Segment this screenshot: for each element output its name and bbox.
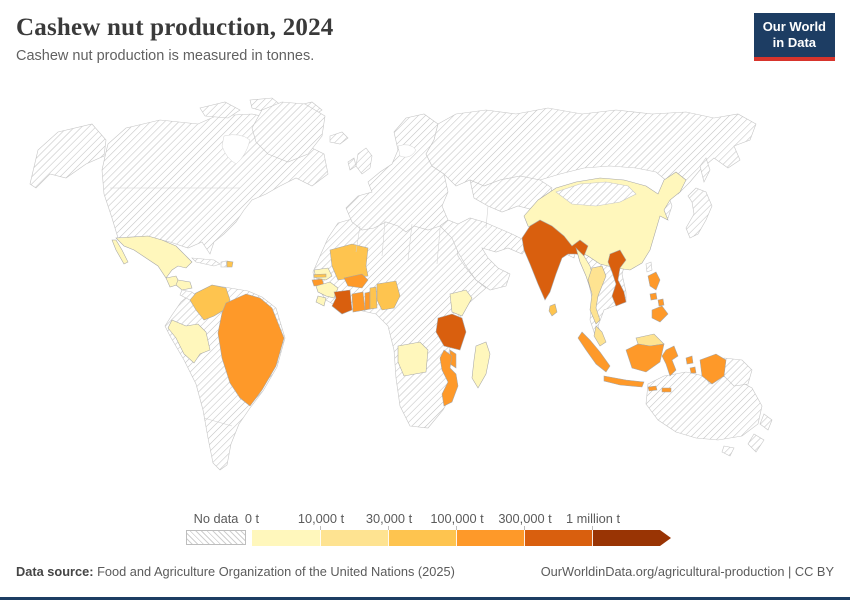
owid-logo[interactable]: Our World in Data: [753, 13, 835, 61]
region-alaska[interactable]: [29, 123, 107, 189]
legend-tick-label: 300,000 t: [498, 511, 552, 526]
chart-footer: Data source: Food and Agriculture Organi…: [16, 564, 834, 579]
legend-bin-1[interactable]: 10,000 t: [298, 511, 388, 546]
country-mozambique[interactable]: [439, 349, 459, 407]
legend-color-bar: 0 t 10,000 t 30,000 t 100,000 t 300,000 …: [245, 511, 671, 546]
country-sri-lanka[interactable]: [548, 303, 558, 317]
country-brazil[interactable]: [217, 293, 285, 407]
hudson-bay: [221, 134, 251, 165]
region-mongolia[interactable]: [555, 181, 637, 207]
country-kenya[interactable]: [449, 289, 473, 317]
legend-bin-4[interactable]: 300,000 t: [498, 511, 592, 546]
page-title: Cashew nut production, 2024: [16, 14, 334, 41]
region-new-zealand[interactable]: [747, 413, 773, 453]
country-burkina-faso[interactable]: [343, 273, 369, 289]
country-nigeria[interactable]: [376, 280, 401, 311]
country-vietnam[interactable]: [607, 249, 627, 307]
country-malaysia[interactable]: [593, 325, 665, 347]
page-subtitle: Cashew nut production is measured in ton…: [16, 48, 315, 64]
no-data-swatch[interactable]: [186, 530, 246, 545]
region-japan[interactable]: [685, 157, 713, 239]
country-ghana[interactable]: [351, 291, 366, 313]
no-data-label: No data: [193, 511, 239, 526]
owid-logo-line2: in Data: [772, 35, 817, 51]
country-cote-divoire[interactable]: [331, 289, 353, 315]
country-colombia[interactable]: [189, 284, 231, 321]
country-thailand[interactable]: [587, 265, 607, 325]
interior-borders: [110, 187, 489, 427]
map-legend: No data 0 t 10,000 t 30,000 t 100,000 t …: [186, 511, 671, 546]
country-angola[interactable]: [397, 341, 429, 377]
country-madagascar[interactable]: [471, 341, 491, 389]
region-australia[interactable]: [645, 371, 763, 457]
country-tanzania[interactable]: [435, 313, 467, 351]
world-map: [0, 88, 850, 506]
legend-bin-5[interactable]: 1 million t: [566, 511, 660, 546]
country-benin[interactable]: [369, 286, 378, 310]
country-sierra-leone[interactable]: [315, 295, 327, 307]
legend-tick-label: 10,000 t: [297, 511, 345, 526]
credit-link[interactable]: OurWorldinData.org/agricultural-producti…: [540, 564, 834, 579]
data-source: Data source: Food and Agriculture Organi…: [16, 564, 455, 579]
country-dominican-republic[interactable]: [226, 260, 234, 268]
baltic-sea: [397, 144, 417, 158]
country-gambia[interactable]: [313, 273, 327, 278]
country-guinea[interactable]: [315, 281, 339, 299]
chart-header: Cashew nut production, 2024 Cashew nut p…: [16, 14, 740, 64]
legend-arrow-icon: [660, 530, 671, 546]
legend-bin-0[interactable]: 0 t: [245, 511, 320, 546]
region-cuba[interactable]: [191, 257, 221, 267]
region-haiti[interactable]: [220, 260, 228, 268]
country-mexico[interactable]: [111, 235, 193, 279]
owid-logo-accent-bar: [753, 56, 835, 61]
bottom-brand-bar: [0, 597, 850, 600]
region-middle-east[interactable]: [439, 217, 541, 291]
country-philippines[interactable]: [647, 271, 669, 323]
region-british-isles[interactable]: [329, 131, 373, 175]
country-togo[interactable]: [364, 291, 371, 311]
data-source-label: Data source:: [16, 564, 94, 579]
country-mali[interactable]: [329, 243, 369, 281]
owid-logo-line1: Our World: [762, 19, 826, 34]
legend-no-data[interactable]: No data: [186, 511, 246, 545]
data-source-text: Food and Agriculture Organization of the…: [93, 564, 455, 579]
legend-tick-label: 0 t: [244, 511, 260, 526]
legend-bin-2[interactable]: 30,000 t: [366, 511, 456, 546]
country-indonesia[interactable]: [577, 331, 727, 393]
region-greenland[interactable]: [251, 101, 326, 163]
country-india[interactable]: [521, 219, 589, 301]
region-taiwan[interactable]: [645, 261, 653, 273]
legend-tick-label: 100,000 t: [430, 511, 484, 526]
legend-bin-3[interactable]: 100,000 t: [430, 511, 524, 546]
country-peru[interactable]: [167, 319, 211, 364]
legend-tick-label: 1 million t: [565, 511, 621, 526]
legend-tick-label: 30,000 t: [365, 511, 413, 526]
country-honduras[interactable]: [175, 279, 193, 291]
